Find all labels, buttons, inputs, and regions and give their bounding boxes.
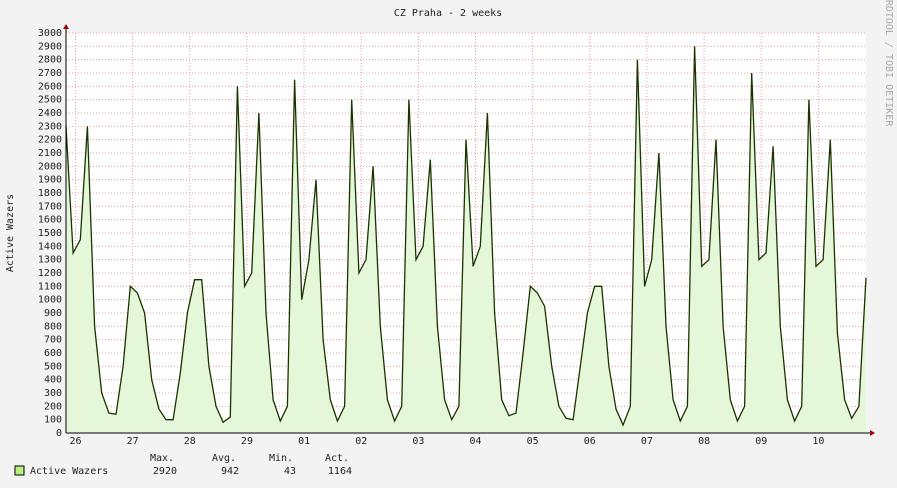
- x-tick-label: 04: [470, 436, 482, 447]
- stat-value: 1164: [328, 466, 352, 477]
- y-tick-label: 400: [44, 375, 62, 386]
- x-tick-label: 09: [755, 436, 767, 447]
- x-tick-label: 26: [70, 436, 82, 447]
- x-tick-label: 03: [412, 436, 424, 447]
- stat-value: 942: [221, 466, 239, 477]
- y-tick-label: 1500: [38, 228, 62, 239]
- y-tick-label: 2300: [38, 121, 62, 132]
- stat-header: Min.: [269, 453, 293, 464]
- y-tick-label: 1600: [38, 215, 62, 226]
- y-tick-label: 2900: [38, 41, 62, 52]
- y-tick-label: 1900: [38, 175, 62, 186]
- y-tick-label: 1700: [38, 201, 62, 212]
- area-fill: [66, 46, 866, 434]
- stat-header: Avg.: [212, 453, 236, 464]
- x-arrow: [870, 430, 875, 436]
- x-tick-label: 08: [698, 436, 710, 447]
- y-tick-label: 2800: [38, 55, 62, 66]
- x-tick-label: 10: [812, 436, 824, 447]
- chart-title: CZ Praha - 2 weeks: [394, 8, 502, 19]
- y-tick-label: 2200: [38, 135, 62, 146]
- stat-header: Max.: [150, 453, 174, 464]
- x-tick-label: 07: [641, 436, 653, 447]
- y-tick-label: 300: [44, 388, 62, 399]
- x-tick-label: 29: [241, 436, 253, 447]
- x-tick-label: 27: [127, 436, 139, 447]
- y-tick-label: 600: [44, 348, 62, 359]
- y-tick-label: 3000: [38, 28, 62, 39]
- y-tick-label: 100: [44, 415, 62, 426]
- watermark: RRDTOOL / TOBI OETIKER: [883, 0, 894, 127]
- y-tick-label: 700: [44, 335, 62, 346]
- x-tick-label: 01: [298, 436, 310, 447]
- stat-value: 43: [284, 466, 296, 477]
- y-tick-label: 2400: [38, 108, 62, 119]
- y-tick-label: 2000: [38, 161, 62, 172]
- y-tick-label: 2600: [38, 81, 62, 92]
- y-tick-label: 1200: [38, 268, 62, 279]
- stat-header: Act.: [325, 453, 349, 464]
- x-tick-label: 28: [184, 436, 196, 447]
- y-tick-label: 1000: [38, 295, 62, 306]
- y-tick-label: 2100: [38, 148, 62, 159]
- legend-swatch: [14, 465, 25, 476]
- y-tick-label: 1800: [38, 188, 62, 199]
- y-tick-label: 800: [44, 321, 62, 332]
- y-tick-label: 1100: [38, 281, 62, 292]
- y-axis-label: Active Wazers: [5, 194, 16, 272]
- x-tick-label: 05: [527, 436, 539, 447]
- y-tick-label: 0: [56, 428, 62, 439]
- y-tick-label: 2700: [38, 68, 62, 79]
- x-tick-label: 06: [584, 436, 596, 447]
- stat-value: 2920: [153, 466, 177, 477]
- y-arrow: [63, 24, 69, 29]
- legend-label: Active Wazers: [30, 466, 108, 477]
- y-tick-label: 500: [44, 361, 62, 372]
- y-tick-label: 900: [44, 308, 62, 319]
- x-tick-label: 02: [355, 436, 367, 447]
- y-tick-label: 1300: [38, 255, 62, 266]
- line: [65, 46, 867, 427]
- y-tick-label: 200: [44, 401, 62, 412]
- y-tick-label: 1400: [38, 241, 62, 252]
- y-tick-label: 2500: [38, 95, 62, 106]
